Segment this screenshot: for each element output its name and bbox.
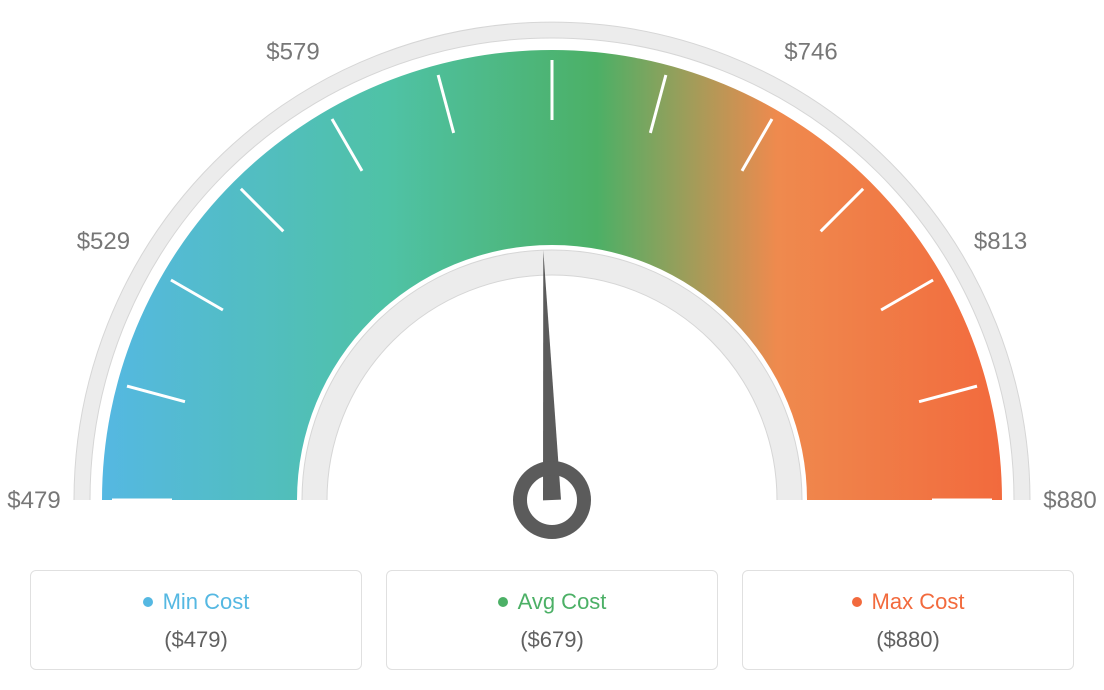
legend-card-max: Max Cost ($880) [742, 570, 1074, 670]
legend-title-min: Min Cost [143, 589, 250, 615]
gauge-svg: $479$529$579$679$746$813$880 [0, 0, 1104, 560]
gauge-tick-label: $813 [974, 228, 1027, 255]
legend-value-max: ($880) [743, 627, 1073, 653]
legend-card-avg: Avg Cost ($679) [386, 570, 718, 670]
legend-dot-max [852, 597, 862, 607]
legend-title-min-text: Min Cost [163, 589, 250, 615]
gauge-tick-label: $529 [77, 228, 130, 255]
legend-dot-avg [498, 597, 508, 607]
legend-dot-min [143, 597, 153, 607]
legend-value-min: ($479) [31, 627, 361, 653]
gauge-chart: $479$529$579$679$746$813$880 [0, 0, 1104, 560]
legend-value-avg: ($679) [387, 627, 717, 653]
legend-card-min: Min Cost ($479) [30, 570, 362, 670]
legend-title-max: Max Cost [852, 589, 965, 615]
gauge-tick-label: $880 [1043, 487, 1096, 514]
legend-title-avg-text: Avg Cost [518, 589, 607, 615]
legend-title-avg: Avg Cost [498, 589, 607, 615]
legend-title-max-text: Max Cost [872, 589, 965, 615]
gauge-tick-label: $579 [266, 38, 319, 65]
legend-row: Min Cost ($479) Avg Cost ($679) Max Cost… [0, 570, 1104, 670]
gauge-tick-label: $746 [784, 38, 837, 65]
gauge-tick-label: $479 [7, 487, 60, 514]
